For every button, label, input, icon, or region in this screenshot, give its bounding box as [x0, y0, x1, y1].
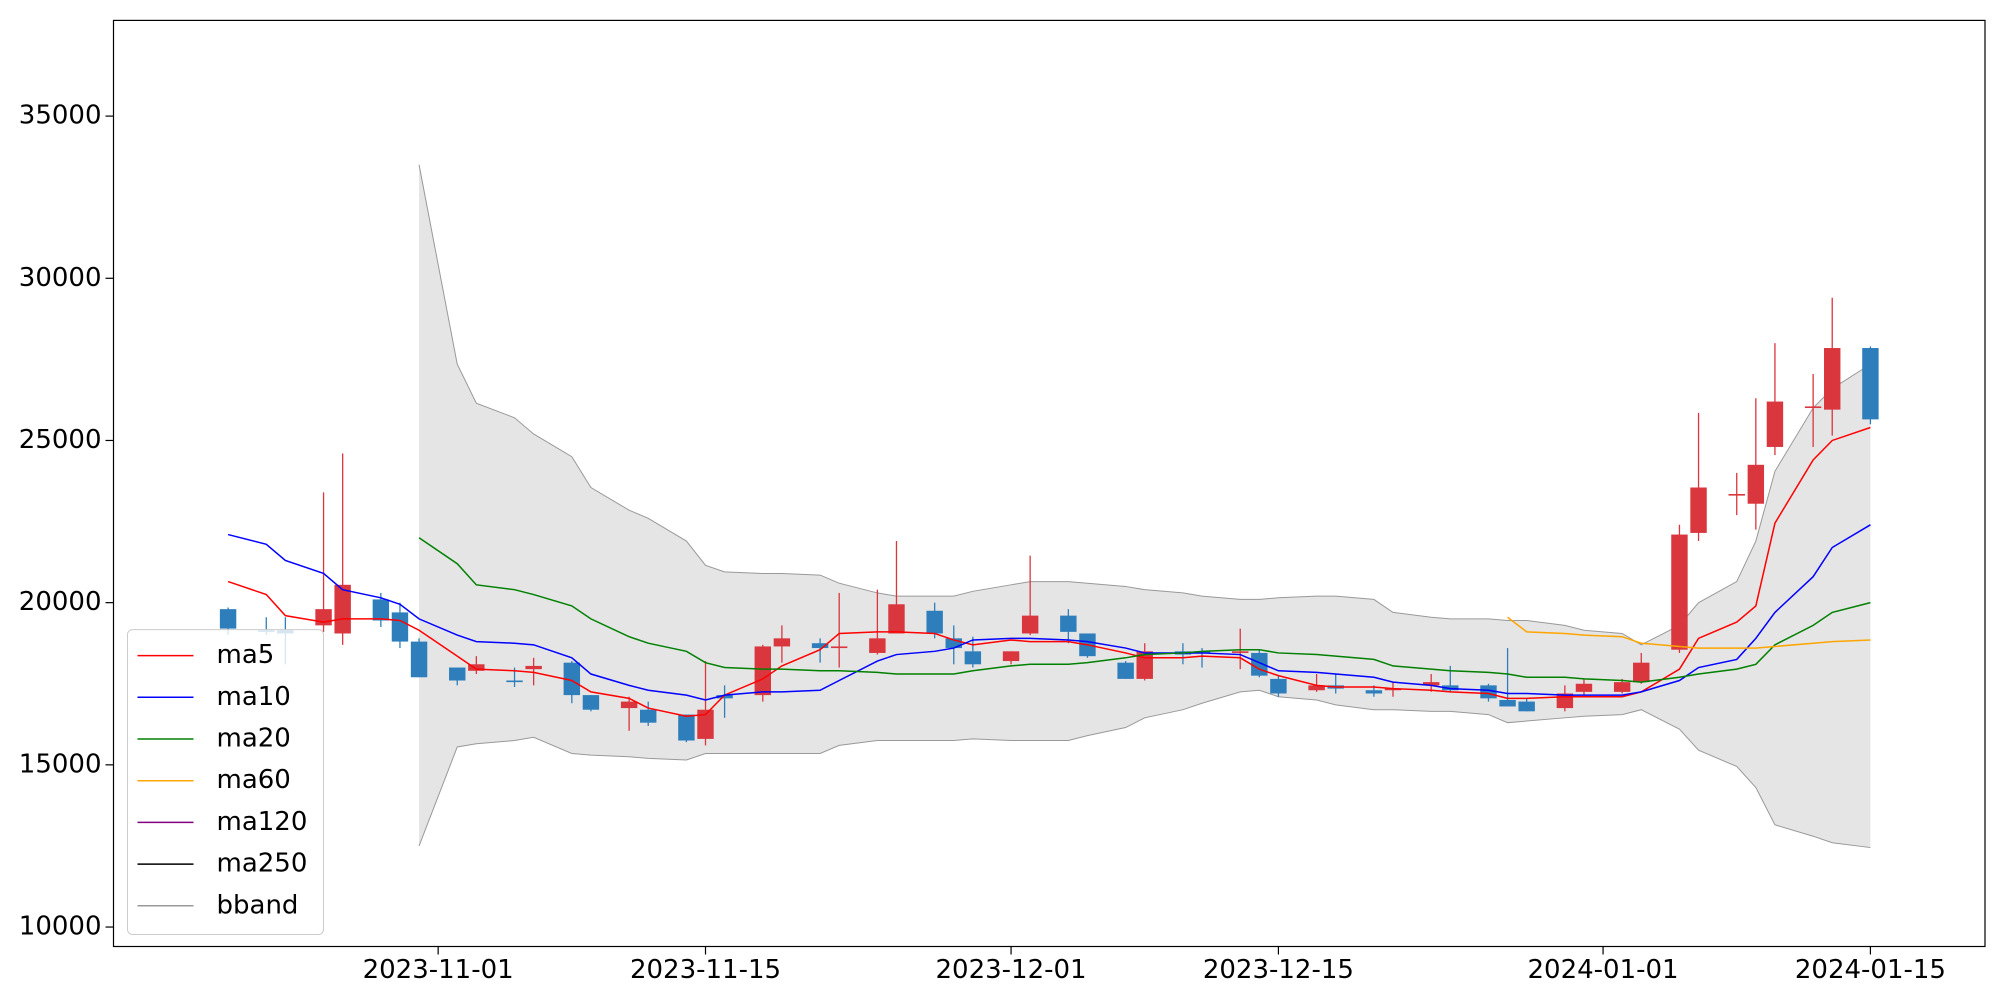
candle-body — [219, 609, 237, 629]
candle-body — [773, 638, 791, 647]
candle-body — [506, 680, 523, 683]
x-tick-label: 2024-01-01 — [1528, 955, 1679, 985]
candle-body — [716, 695, 733, 699]
candle-body — [869, 638, 886, 653]
legend-label: ma20 — [217, 724, 291, 754]
candle-body — [1002, 651, 1020, 662]
y-tick-label: 35000 — [19, 101, 102, 131]
candle-body — [1442, 685, 1459, 691]
legend-label: ma250 — [217, 849, 308, 879]
candle-body — [315, 609, 332, 626]
candle-body — [1613, 682, 1631, 692]
y-tick-label: 15000 — [19, 749, 102, 779]
legend-label: ma10 — [217, 682, 291, 712]
y-tick-label: 20000 — [19, 587, 102, 617]
candle-body — [410, 641, 428, 678]
candle-body — [1193, 651, 1211, 653]
candle-body — [1518, 701, 1535, 712]
candle-body — [1690, 487, 1707, 533]
x-tick-label: 2023-12-01 — [936, 955, 1087, 985]
legend-box — [127, 629, 324, 935]
candle-body — [449, 667, 466, 681]
x-tick-label: 2023-11-01 — [363, 955, 514, 985]
candle-body — [334, 584, 351, 634]
candle-body — [1232, 651, 1249, 653]
bband-upper — [418, 164, 1871, 646]
plot-frame — [112, 19, 1986, 948]
y-tick-label: 30000 — [19, 263, 102, 293]
ma-line — [227, 524, 1871, 701]
ma-line — [1507, 616, 1871, 649]
candle-body — [697, 709, 714, 739]
candle-body — [1575, 683, 1593, 692]
candle-body — [372, 599, 390, 621]
candle-body — [1384, 688, 1402, 691]
candle-body — [1422, 682, 1440, 686]
ma-line — [227, 426, 1871, 717]
candle-body — [582, 695, 600, 710]
candle-body — [525, 665, 542, 670]
candle-body — [1671, 534, 1688, 650]
candle-body — [1117, 662, 1134, 679]
candle-body — [1804, 406, 1822, 409]
bband-lower — [418, 689, 1871, 849]
candle-body — [1766, 401, 1784, 447]
candle-body — [640, 709, 657, 723]
candle-body — [620, 701, 638, 709]
x-tick-label: 2023-11-15 — [630, 955, 781, 985]
candle-body — [1499, 699, 1516, 707]
candle-body — [926, 610, 943, 634]
candle-body — [1747, 464, 1765, 504]
y-tick-label: 25000 — [19, 425, 102, 455]
candle-body — [945, 638, 962, 649]
candle-body — [563, 662, 581, 696]
legend-label: ma60 — [217, 765, 291, 795]
ma-line — [418, 537, 1871, 683]
legend-label: ma120 — [217, 807, 308, 837]
candle-body — [468, 664, 485, 671]
candle-body — [1728, 493, 1745, 496]
candle-body — [754, 646, 772, 696]
candle-body — [391, 612, 409, 642]
candle-body — [1251, 652, 1268, 676]
candle-body — [1308, 685, 1325, 691]
candle-body — [830, 646, 848, 649]
legend-label: bband — [217, 890, 299, 920]
candle-body — [678, 714, 695, 741]
candle-body — [1862, 348, 1879, 420]
candle-body — [1270, 678, 1287, 694]
candle-body — [1060, 615, 1077, 632]
y-tick-label: 10000 — [19, 912, 102, 942]
legend-label: ma5 — [217, 640, 275, 670]
candle-body — [1633, 662, 1650, 683]
candle-body — [888, 604, 905, 634]
candle-body — [1365, 690, 1383, 694]
candle-body — [811, 643, 829, 649]
bband-area — [419, 164, 1871, 848]
candle-body — [1021, 615, 1039, 634]
candle-body — [1824, 348, 1841, 410]
x-tick-label: 2023-12-15 — [1203, 955, 1354, 985]
x-tick-label: 2024-01-15 — [1795, 955, 1946, 985]
candle-body — [964, 651, 982, 665]
